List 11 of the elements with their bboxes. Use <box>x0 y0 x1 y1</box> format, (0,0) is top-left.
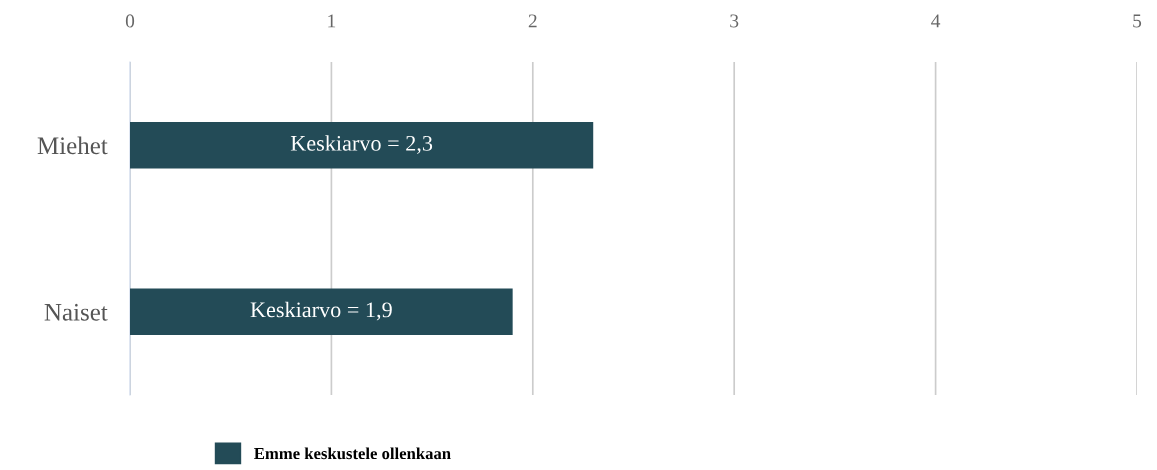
x-tick-label: 1 <box>328 14 336 28</box>
x-tick-label: 4 <box>931 14 941 28</box>
x-tick-label: 3 <box>730 14 739 28</box>
x-tick-label: 2 <box>528 14 537 28</box>
legend-label: Emme keskustele ollenkaan <box>254 447 451 460</box>
data-label: Keskiarvo = 1,9 <box>250 301 392 321</box>
y-tick-label: Naiset <box>44 303 108 321</box>
x-tick-label: 0 <box>125 14 135 28</box>
x-tick-label: 5 <box>1133 14 1142 28</box>
data-label: Keskiarvo = 2,3 <box>290 135 433 155</box>
y-tick-label: Miehet <box>37 136 108 155</box>
